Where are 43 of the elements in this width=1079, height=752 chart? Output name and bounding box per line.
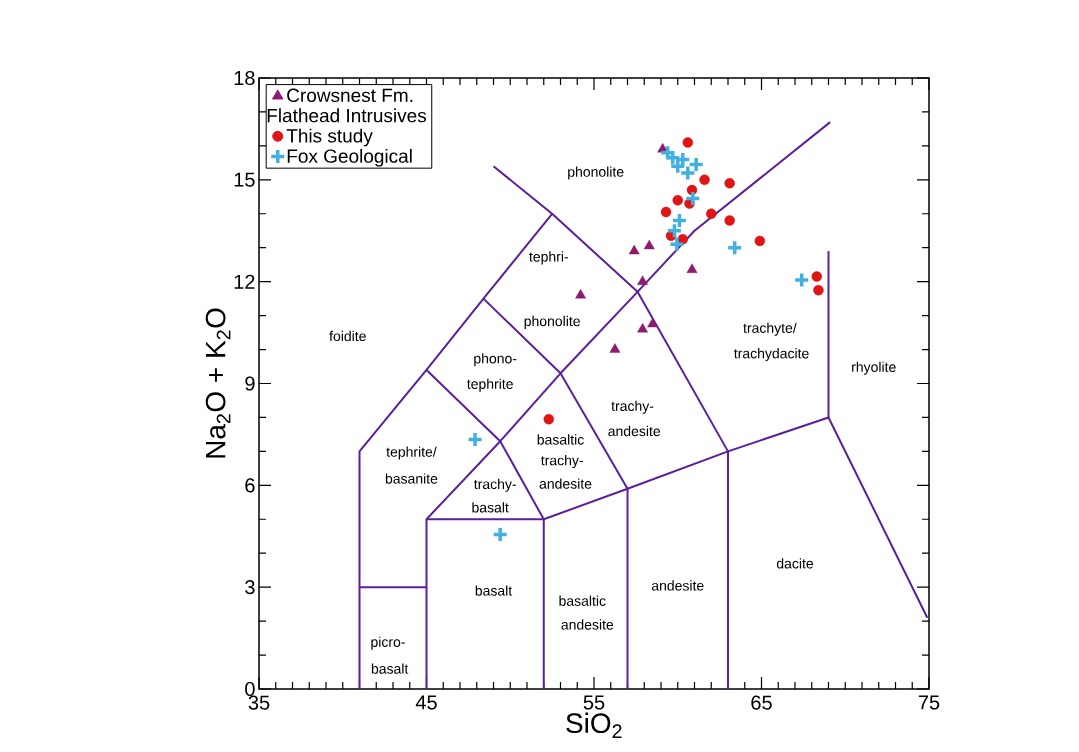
x-tick-label: 75: [918, 695, 940, 710]
annotation: andesite: [608, 425, 661, 437]
annotation: phonolite: [568, 166, 624, 180]
annotation: foidite: [329, 330, 366, 342]
annotation: trachy-: [541, 455, 583, 469]
annotation: tephrite: [467, 378, 513, 392]
y-tick-label: 15: [234, 172, 255, 187]
y-tick-label: 3: [245, 580, 255, 595]
x-tick-label: 45: [415, 695, 437, 710]
y-tick-label: 9: [245, 376, 255, 391]
y-axis-title: Na$_{2}$O + K$_{2}$O: [205, 308, 231, 458]
annotation: basalt: [371, 663, 409, 674]
annotation: basalt: [475, 585, 513, 596]
y-tick-label: 18: [234, 70, 255, 86]
x-tick-label: 55: [583, 695, 605, 710]
annotation: dacite: [776, 558, 814, 569]
legend-label: Fox Geological: [287, 148, 412, 167]
annotation: tephri-: [529, 251, 568, 265]
y-tick-label: 12: [234, 274, 255, 289]
annotation: phono-: [474, 353, 517, 367]
annotation: basalt: [472, 502, 509, 513]
annotation: trachy-: [611, 400, 654, 414]
annotation: trachy-: [474, 478, 516, 492]
annotation: basaltic: [537, 434, 584, 445]
annotation: andesite: [651, 580, 704, 591]
annotation: trachyte/: [743, 322, 797, 336]
annotation: phonolite: [524, 315, 580, 329]
annotation: andesite: [539, 478, 592, 489]
y-tick-label: 0: [245, 681, 255, 697]
x-axis-title: SiO$_{2}$: [566, 712, 622, 738]
legend-label: This study: [286, 128, 373, 147]
legend-title: Flathead Intrusives: [267, 108, 427, 123]
x-tick-label: 35: [248, 695, 270, 710]
legend-label: Crowsnest Fm.: [287, 88, 413, 103]
annotation: rhyolite: [852, 361, 896, 375]
annotation: picro-: [371, 636, 405, 650]
annotation: tephrite/: [386, 446, 437, 460]
annotation: andesite: [561, 619, 614, 630]
annotation: trachydacite: [734, 348, 809, 362]
x-tick-label: 65: [751, 695, 772, 710]
y-tick-label: 6: [245, 478, 255, 493]
annotation: basanite: [385, 473, 438, 484]
annotation: basaltic: [559, 595, 606, 606]
